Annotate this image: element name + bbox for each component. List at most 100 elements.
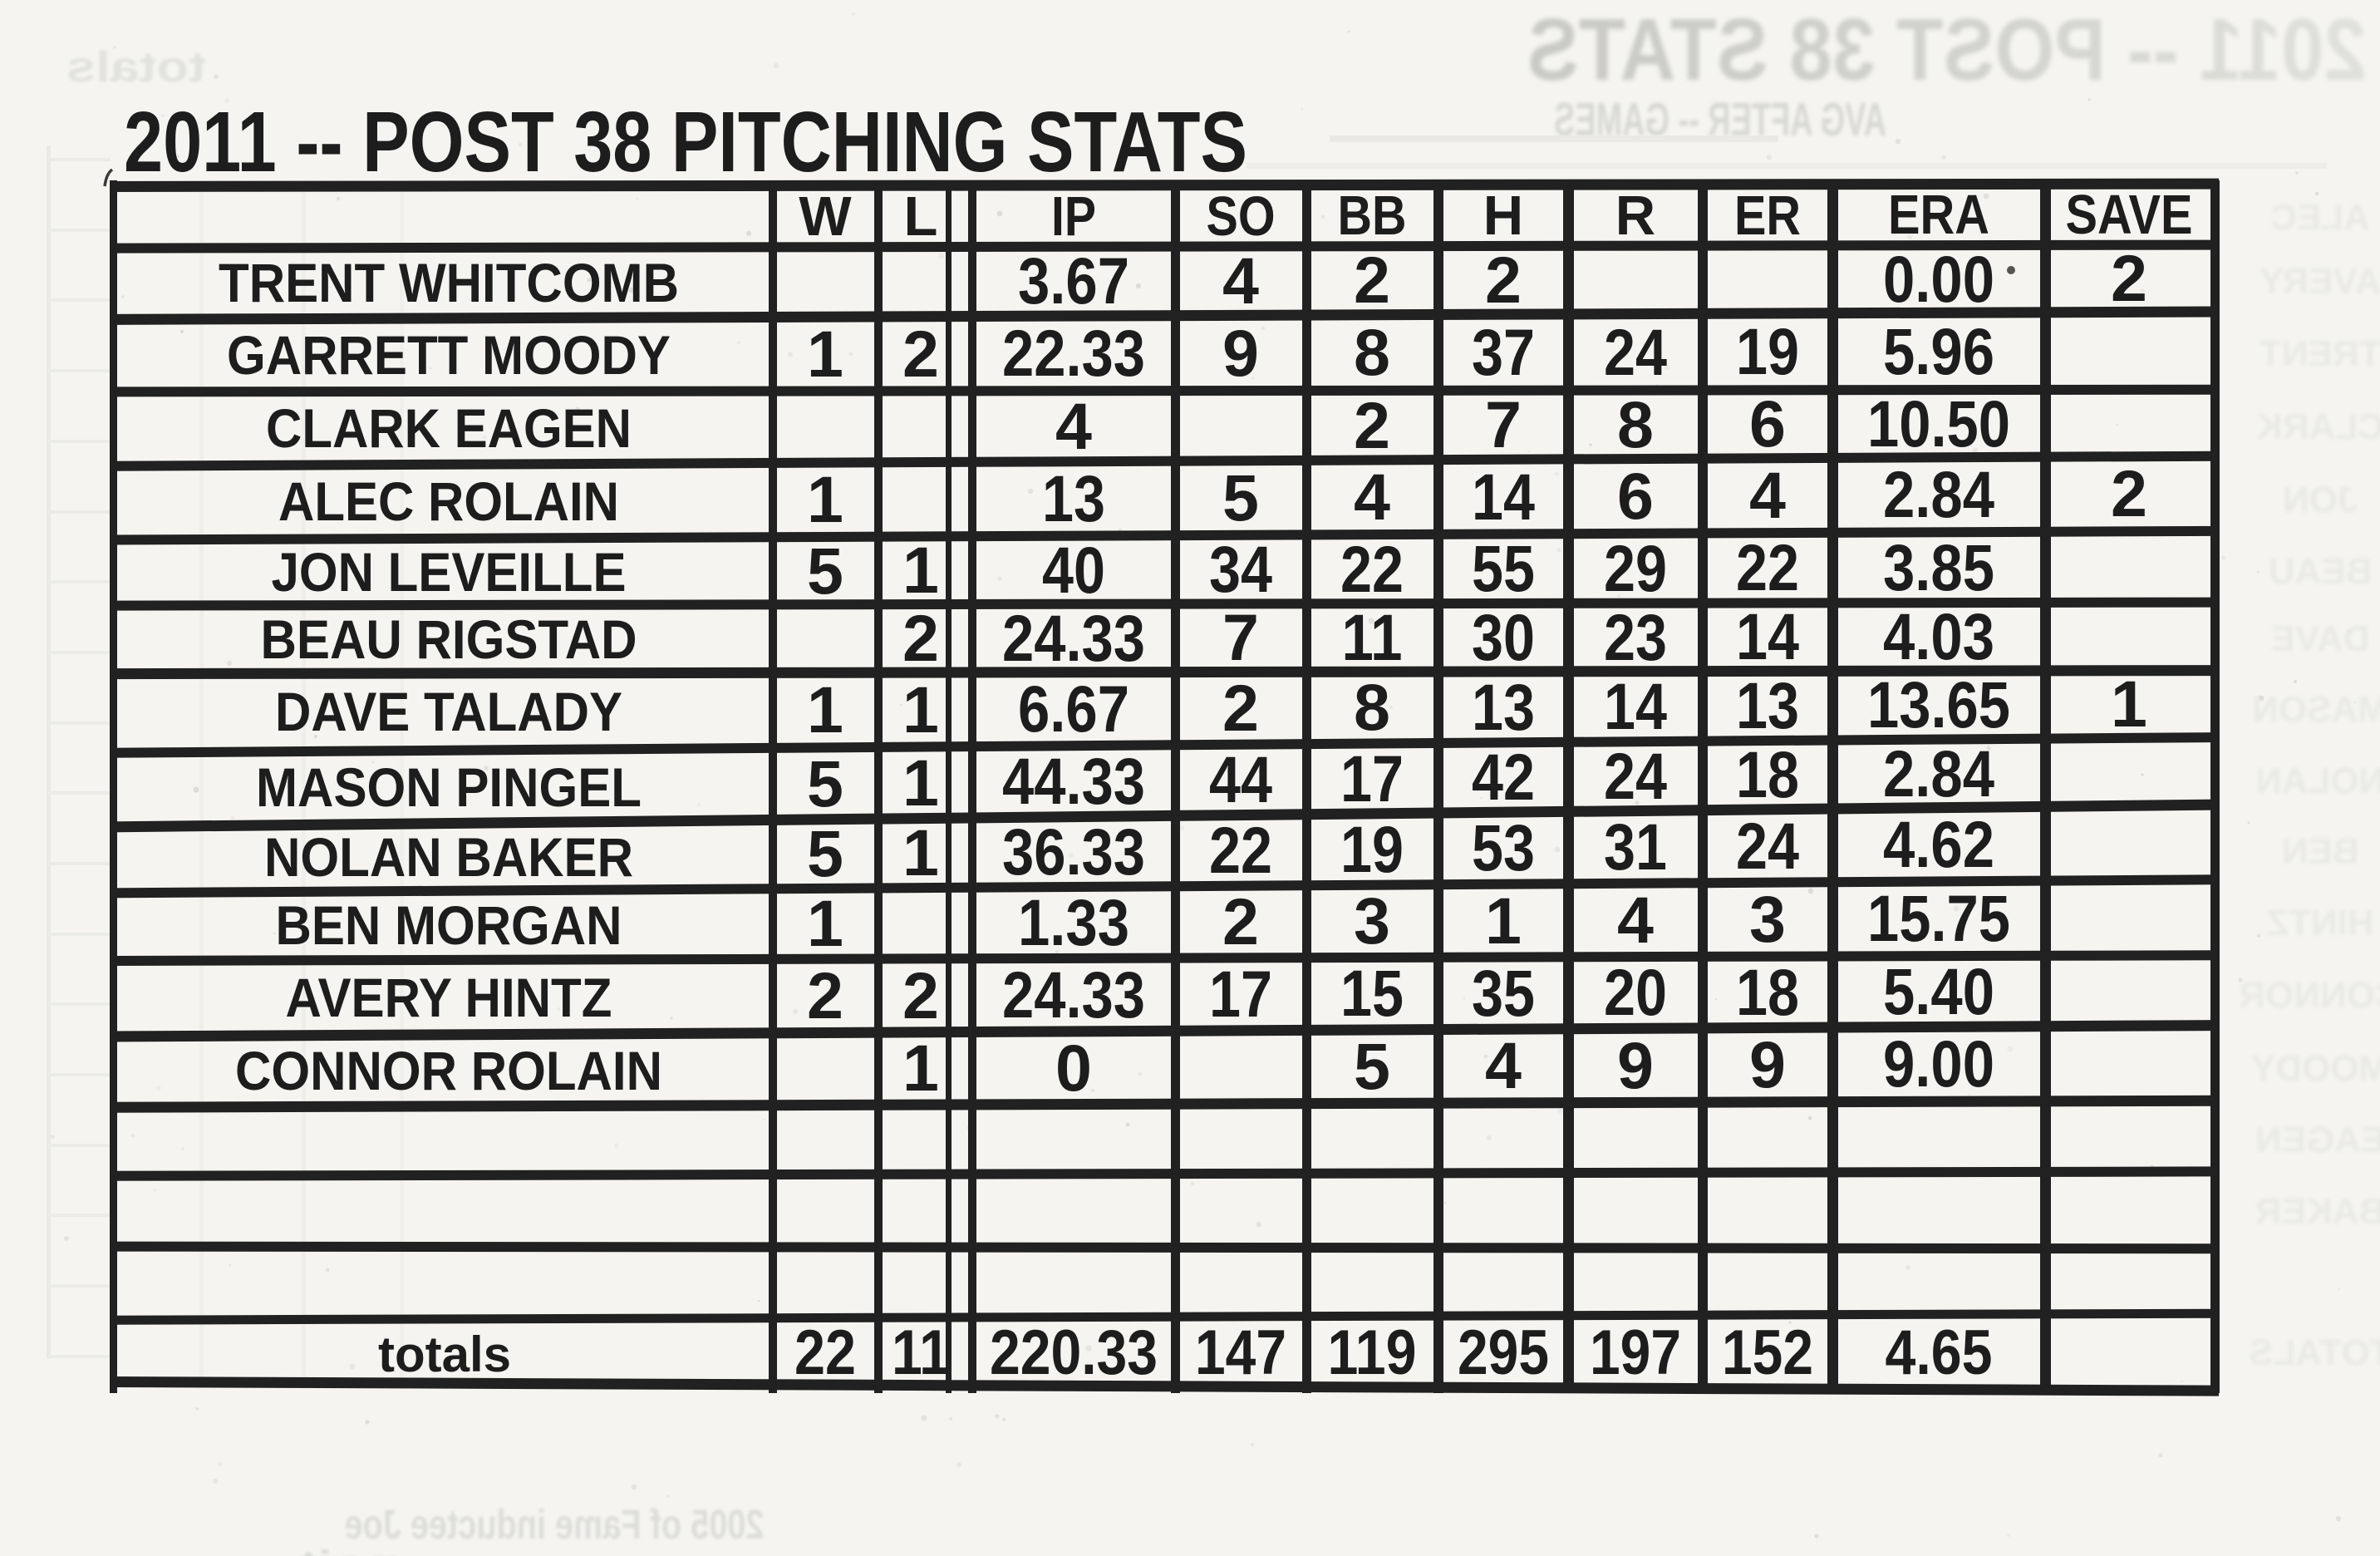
svg-text:20: 20 — [1604, 955, 1667, 1029]
svg-text:220.33: 220.33 — [990, 1317, 1158, 1388]
svg-text:ALEC: ALEC — [2270, 197, 2370, 238]
svg-text:14: 14 — [1736, 599, 1799, 673]
svg-text:53: 53 — [1472, 810, 1535, 884]
svg-text:TRENT WHITCOMB: TRENT WHITCOMB — [219, 252, 679, 313]
svg-text:13: 13 — [1042, 461, 1105, 535]
svg-text:11: 11 — [892, 1317, 950, 1388]
svg-text:22: 22 — [794, 1317, 856, 1388]
svg-text:ER: ER — [1734, 185, 1801, 247]
svg-text:2.84: 2.84 — [1883, 457, 1994, 531]
svg-text:noit: noit — [298, 1544, 399, 1556]
svg-text:CLARK EAGEN: CLARK EAGEN — [266, 397, 632, 459]
svg-text:8: 8 — [1354, 315, 1390, 389]
svg-text:44.33: 44.33 — [1002, 744, 1145, 818]
svg-text:1: 1 — [807, 672, 843, 746]
svg-text:3.67: 3.67 — [1018, 244, 1129, 318]
svg-text:24: 24 — [1604, 315, 1667, 389]
svg-text:BEN: BEN — [2282, 831, 2359, 872]
svg-text:2: 2 — [1354, 243, 1390, 317]
svg-text:17: 17 — [1209, 957, 1272, 1031]
svg-text:JON LEVEILLE: JON LEVEILLE — [272, 541, 627, 603]
svg-text:36.33: 36.33 — [1002, 815, 1145, 889]
svg-text:SAVE: SAVE — [2066, 184, 2193, 246]
svg-text:NOLAN: NOLAN — [2255, 761, 2380, 801]
svg-text:2: 2 — [902, 317, 939, 391]
svg-text:4: 4 — [1222, 244, 1259, 318]
svg-text:13.65: 13.65 — [1867, 667, 2010, 741]
svg-text:9: 9 — [1222, 316, 1259, 390]
svg-text:9: 9 — [1617, 1028, 1654, 1102]
svg-text:5: 5 — [1222, 460, 1259, 534]
svg-text:30: 30 — [1472, 600, 1535, 674]
svg-text:1: 1 — [902, 746, 939, 820]
svg-text:19: 19 — [1736, 314, 1799, 388]
svg-text:8: 8 — [1354, 670, 1390, 744]
svg-text:CLARK: CLARK — [2256, 406, 2380, 447]
svg-text:HINTZ: HINTZ — [2266, 903, 2374, 943]
svg-text:totals: totals — [66, 43, 206, 91]
svg-text:2: 2 — [902, 958, 939, 1032]
svg-text:1: 1 — [902, 533, 939, 607]
svg-text:BEAU RIGSTAD: BEAU RIGSTAD — [261, 608, 637, 670]
svg-text:13: 13 — [1736, 668, 1799, 742]
svg-text:35: 35 — [1472, 956, 1535, 1030]
svg-text:22: 22 — [1340, 532, 1404, 606]
svg-text:13: 13 — [1472, 670, 1535, 744]
svg-text:23: 23 — [1604, 600, 1667, 674]
svg-text:0.00: 0.00 — [1883, 242, 1994, 316]
svg-text:1: 1 — [902, 672, 939, 746]
svg-text:24: 24 — [1604, 739, 1667, 813]
svg-text:7: 7 — [1485, 387, 1522, 461]
svg-text:4: 4 — [1617, 883, 1654, 957]
svg-text:9: 9 — [1749, 1027, 1786, 1101]
svg-text:SO: SO — [1207, 185, 1276, 248]
svg-text:2: 2 — [902, 601, 939, 675]
svg-text:BB: BB — [1338, 185, 1407, 247]
svg-text:DAVE: DAVE — [2271, 618, 2370, 659]
svg-text:11: 11 — [1342, 600, 1403, 674]
svg-text:22: 22 — [1736, 530, 1799, 604]
svg-text:2: 2 — [1354, 388, 1390, 462]
svg-text:AVERY: AVERY — [2260, 261, 2380, 302]
svg-text:295: 295 — [1458, 1317, 1549, 1388]
svg-text:29: 29 — [1604, 531, 1667, 605]
svg-text:15.75: 15.75 — [1867, 881, 2010, 955]
svg-text:3: 3 — [1354, 884, 1390, 958]
svg-text:MOODY: MOODY — [2251, 1048, 2380, 1089]
svg-text:2011 -- POST 38 PITCHING STATS: 2011 -- POST 38 PITCHING STATS — [124, 94, 1247, 190]
svg-text:CONNOR ROLAIN: CONNOR ROLAIN — [235, 1040, 662, 1101]
svg-text:5: 5 — [807, 816, 843, 890]
svg-text:42: 42 — [1472, 740, 1535, 814]
svg-text:4.65: 4.65 — [1886, 1317, 1993, 1388]
svg-text:BEAU: BEAU — [2269, 551, 2373, 592]
svg-text:7: 7 — [1222, 600, 1259, 674]
svg-text:5.96: 5.96 — [1883, 314, 1994, 388]
svg-text:4.03: 4.03 — [1883, 599, 1994, 673]
svg-text:3: 3 — [1749, 882, 1786, 956]
svg-text:5: 5 — [1354, 1029, 1390, 1103]
svg-text:2: 2 — [807, 958, 843, 1032]
svg-text:4: 4 — [1354, 460, 1390, 534]
svg-text:55: 55 — [1472, 531, 1535, 605]
svg-text:2: 2 — [1485, 243, 1522, 317]
svg-text:6: 6 — [1617, 459, 1654, 533]
svg-text:37: 37 — [1472, 315, 1535, 389]
svg-text:R: R — [1615, 185, 1655, 247]
svg-text:10.50: 10.50 — [1867, 387, 2010, 460]
svg-text:9.00: 9.00 — [1883, 1027, 1994, 1101]
svg-text:6: 6 — [1749, 387, 1786, 460]
svg-text:24: 24 — [1736, 809, 1799, 883]
svg-text:ERA: ERA — [1888, 184, 1989, 246]
svg-text:1: 1 — [1485, 884, 1522, 958]
svg-text:40: 40 — [1042, 533, 1105, 607]
svg-text:4: 4 — [1055, 389, 1092, 463]
svg-text:DAVE TALADY: DAVE TALADY — [275, 681, 622, 742]
svg-text:6.67: 6.67 — [1018, 672, 1129, 746]
svg-text:18: 18 — [1736, 737, 1799, 811]
svg-text:0: 0 — [1055, 1031, 1092, 1105]
svg-text:1: 1 — [807, 886, 843, 960]
svg-text:17: 17 — [1340, 741, 1404, 815]
svg-text:2005 of Fame inductee Joe: 2005 of Fame inductee Joe — [345, 1501, 765, 1548]
svg-text:3.85: 3.85 — [1883, 530, 1994, 604]
svg-text:TRENT: TRENT — [2260, 333, 2380, 374]
